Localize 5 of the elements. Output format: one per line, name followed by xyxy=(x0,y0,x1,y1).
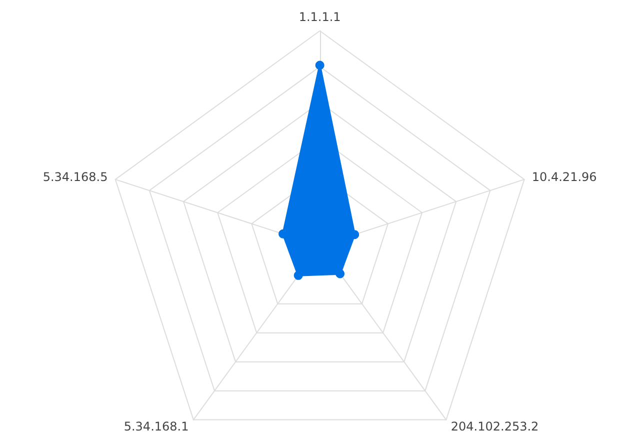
spoke-label: 10.4.21.96 xyxy=(532,170,597,184)
spoke-label: 5.34.168.5 xyxy=(42,170,108,184)
spoke-label: 204.102.253.2 xyxy=(450,419,539,434)
spoke-label: 1.1.1.1 xyxy=(298,10,341,24)
spoke-label: 5.34.168.1 xyxy=(124,419,189,434)
